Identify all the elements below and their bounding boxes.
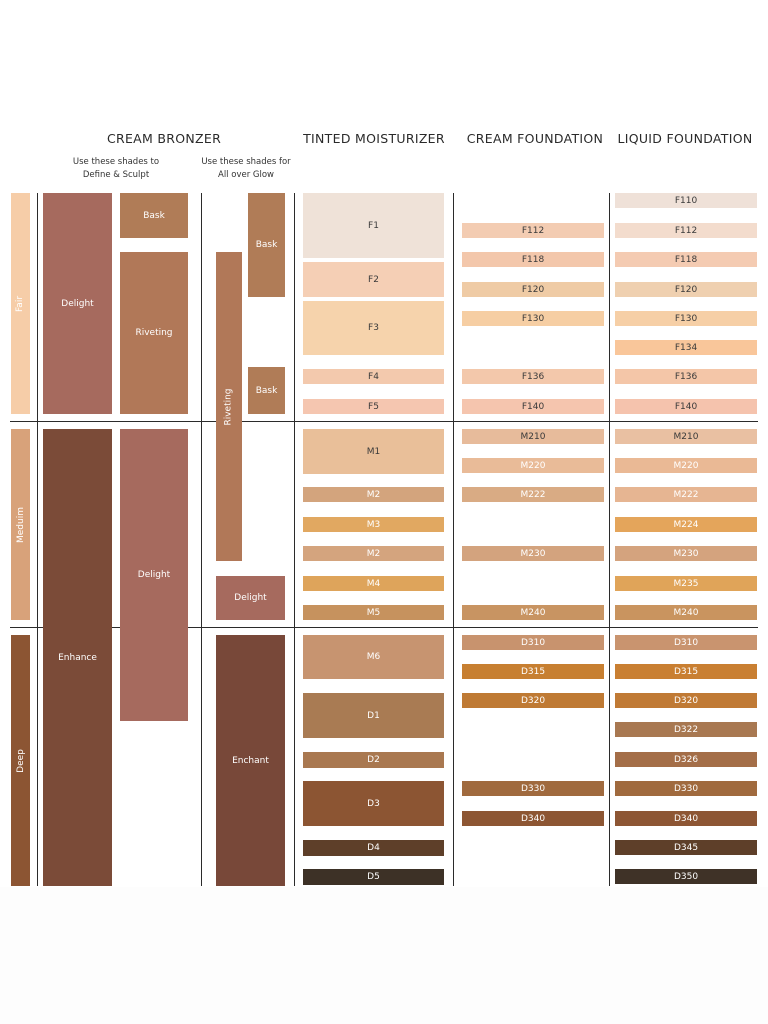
liquid-foundation-shade-swatch: M220 [615,458,757,473]
cream-foundation-shade-swatch: M220 [462,458,604,473]
divider-vertical-2 [201,193,203,886]
cream-foundation-shade-swatch: M210 [462,429,604,444]
liquid-foundation-shade-swatch: D310 [615,635,757,650]
liquid-foundation-shade-swatch: D322 [615,722,757,737]
liquid-foundation-shade-swatch: F110 [615,193,757,208]
tone-bar-deep: Deep [11,635,30,886]
subheader-define-sculpt: Use these shades to Define & Sculpt [72,157,160,180]
cream-foundation-shade-swatch: D340 [462,811,604,826]
liquid-foundation-shade-swatch: F130 [615,311,757,326]
cream-foundation-shade-swatch: F136 [462,369,604,384]
tone-label-medium: Meduim [15,506,26,543]
cream-foundation-shade-swatch: F118 [462,252,604,267]
liquid-foundation-shade-swatch: D330 [615,781,757,796]
tinted-moisturizer-shade-swatch: D1 [303,693,444,738]
liquid-foundation-shade-swatch: M210 [615,429,757,444]
tone-bar-medium: Meduim [11,429,30,620]
cream-foundation-shade-swatch: D320 [462,693,604,708]
cream-foundation-shade-swatch: F120 [462,282,604,297]
bronzer-glow-bask-swatch-2: Bask [248,367,285,414]
tinted-moisturizer-shade-swatch: D2 [303,752,444,768]
header-cream-foundation: CREAM FOUNDATION [466,131,604,146]
cream-foundation-shade-swatch: D310 [462,635,604,650]
tinted-moisturizer-shade-swatch: F3 [303,301,444,355]
liquid-foundation-shade-swatch: M230 [615,546,757,561]
liquid-foundation-shade-swatch: D326 [615,752,757,767]
divider-medium-deep [10,627,758,629]
header-liquid-foundation: LIQUID FOUNDATION [617,131,753,146]
liquid-foundation-shade-swatch: D350 [615,869,757,884]
bronzer-define-delight-swatch-2: Delight [120,429,188,721]
liquid-foundation-shade-swatch: M224 [615,517,757,532]
tinted-moisturizer-shade-swatch: M2 [303,546,444,561]
tone-label-fair: Fair [15,295,26,312]
bronzer-define-delight-swatch: Delight [43,193,112,414]
bronzer-glow-delight-swatch: Delight [216,576,285,620]
cream-foundation-shade-swatch: D315 [462,664,604,679]
bronzer-define-bask-swatch: Bask [120,193,188,238]
divider-vertical-5 [609,193,611,886]
bronzer-define-enhance-swatch: Enhance [43,429,112,886]
cream-foundation-shade-swatch: F130 [462,311,604,326]
tinted-moisturizer-shade-swatch: M5 [303,605,444,620]
liquid-foundation-shade-swatch: M222 [615,487,757,502]
tinted-moisturizer-shade-swatch: M4 [303,576,444,591]
liquid-foundation-shade-swatch: F136 [615,369,757,384]
bronzer-define-riveting-swatch: Riveting [120,252,188,414]
cream-foundation-shade-swatch: F140 [462,399,604,414]
liquid-foundation-shade-swatch: D315 [615,664,757,679]
bronzer-glow-riveting-swatch: Riveting [216,252,242,561]
tone-bar-fair: Fair [11,193,30,414]
tone-label-deep: Deep [15,748,26,773]
liquid-foundation-shade-swatch: D345 [615,840,757,855]
header-tinted-moisturizer: TINTED MOISTURIZER [303,131,445,146]
divider-vertical-1 [37,193,39,886]
tinted-moisturizer-shade-swatch: F2 [303,262,444,297]
tinted-moisturizer-shade-swatch: F5 [303,399,444,414]
liquid-foundation-shade-swatch: F112 [615,223,757,238]
tinted-moisturizer-shade-swatch: D4 [303,840,444,856]
divider-vertical-3 [294,193,296,886]
liquid-foundation-shade-swatch: M240 [615,605,757,620]
bronzer-glow-riveting-label: Riveting [224,387,235,426]
tinted-moisturizer-shade-swatch: M1 [303,429,444,474]
cream-foundation-shade-swatch: D330 [462,781,604,796]
subheader-all-over-glow: Use these shades for All over Glow [201,157,291,180]
bronzer-glow-bask-swatch: Bask [248,193,285,297]
liquid-foundation-shade-swatch: F134 [615,340,757,355]
tinted-moisturizer-shade-swatch: F1 [303,193,444,258]
liquid-foundation-shade-swatch: F118 [615,252,757,267]
tinted-moisturizer-shade-swatch: M6 [303,635,444,679]
cream-foundation-shade-swatch: M222 [462,487,604,502]
bottom-band [0,887,768,1024]
liquid-foundation-shade-swatch: F120 [615,282,757,297]
header-cream-bronzer: CREAM BRONZER [106,131,222,146]
tinted-moisturizer-shade-swatch: D5 [303,869,444,885]
liquid-foundation-shade-swatch: D320 [615,693,757,708]
tinted-moisturizer-shade-swatch: M2 [303,487,444,502]
liquid-foundation-shade-swatch: F140 [615,399,757,414]
tinted-moisturizer-shade-swatch: D3 [303,781,444,826]
liquid-foundation-shade-swatch: D340 [615,811,757,826]
divider-fair-medium [10,421,758,423]
bronzer-glow-enchant-swatch: Enchant [216,635,285,886]
tinted-moisturizer-shade-swatch: M3 [303,517,444,532]
cream-foundation-shade-swatch: F112 [462,223,604,238]
divider-vertical-4 [453,193,455,886]
cream-foundation-shade-swatch: M230 [462,546,604,561]
tinted-moisturizer-shade-swatch: F4 [303,369,444,384]
cream-foundation-shade-swatch: M240 [462,605,604,620]
liquid-foundation-shade-swatch: M235 [615,576,757,591]
